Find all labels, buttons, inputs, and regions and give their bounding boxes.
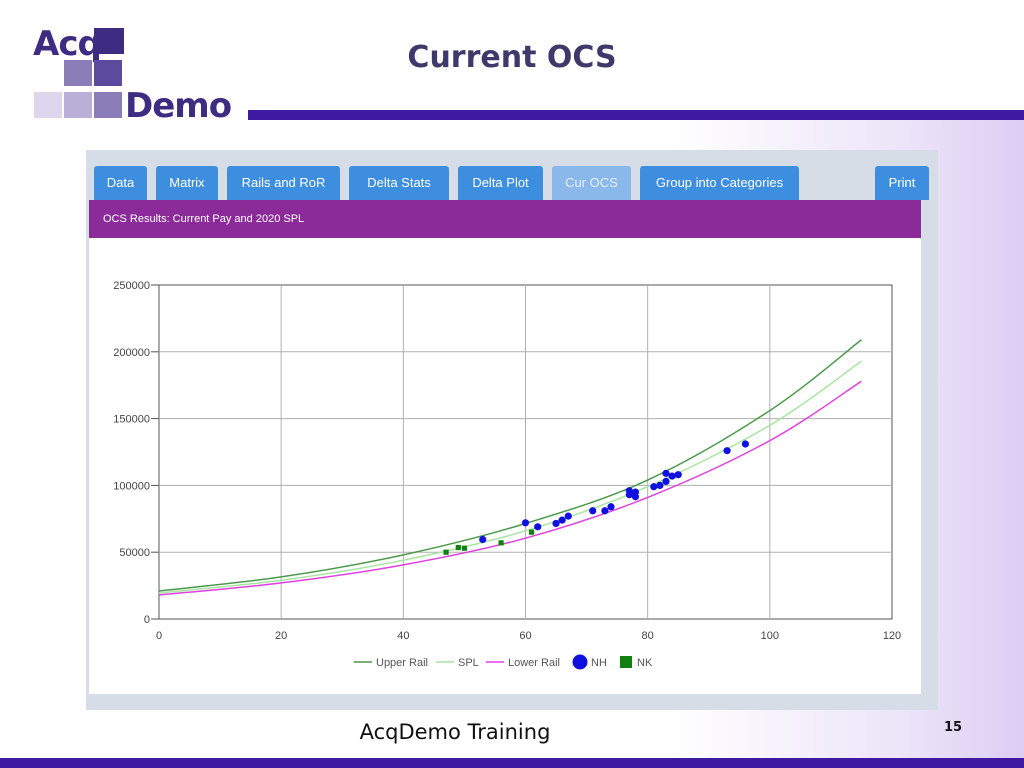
logo-square [94, 92, 122, 118]
tab-group-into-categories[interactable]: Group into Categories [640, 166, 799, 200]
nh-point [662, 477, 670, 485]
logo-square [34, 92, 62, 118]
slide-title: Current OCS [407, 40, 617, 75]
nh-point [625, 487, 633, 495]
tab-cur-ocs[interactable]: Cur OCS [552, 166, 631, 200]
nh-point [674, 471, 682, 479]
tab-rails-and-ror[interactable]: Rails and RoR [227, 166, 340, 200]
ocs-chart: 0 20 40 60 80 100 120 0 50000 100000 150000 200000 2… [113, 280, 901, 670]
footer-bar [0, 758, 1024, 768]
legend-label-spl: SPL [458, 657, 479, 669]
y-tick-label: 50000 [119, 547, 150, 559]
x-tick-label: 120 [883, 630, 901, 642]
logo-square [94, 60, 122, 86]
nh-point [668, 472, 676, 480]
nh-point [607, 503, 615, 511]
logo-square [64, 60, 92, 86]
nh-point [521, 519, 530, 527]
nh-point [662, 469, 670, 477]
x-tick-label: 40 [397, 630, 409, 642]
logo-square [94, 28, 124, 54]
legend-label-lower-rail: Lower Rail [508, 657, 560, 669]
y-tick-label: 150000 [113, 414, 150, 426]
page-number: 15 [943, 720, 963, 735]
footer-text: AcqDemo Training [359, 720, 551, 744]
tab-data[interactable]: Data [94, 166, 147, 200]
y-tick-label: 250000 [113, 280, 150, 292]
y-tick-label: 0 [144, 614, 150, 626]
legend-label-nh: NH [591, 657, 607, 669]
title-underline-bar [248, 110, 1024, 120]
plot-area: 0 20 40 60 80 100 120 0 50000 100000 150000 200000 2… [89, 238, 921, 694]
nh-point [656, 481, 664, 489]
nh-point [601, 507, 609, 515]
tab-matrix[interactable]: Matrix [156, 166, 218, 200]
x-tick-label: 60 [519, 630, 531, 642]
x-tick-label: 20 [275, 630, 287, 642]
y-tick-label: 200000 [113, 347, 150, 359]
series-line-lower-rail [158, 380, 862, 596]
legend-swatch-nh [572, 654, 588, 670]
tab-delta-stats[interactable]: Delta Stats [349, 166, 449, 200]
nh-point [558, 516, 566, 524]
nh-point [723, 447, 731, 455]
y-tick-label: 100000 [113, 480, 150, 492]
nh-point [552, 519, 560, 528]
nk-point [498, 540, 504, 546]
nh-point [650, 483, 658, 491]
nk-point [443, 549, 449, 555]
nk-point [455, 544, 461, 551]
logo-square [64, 92, 92, 118]
legend-label-nk: NK [637, 657, 653, 669]
legend-swatch-nk [620, 656, 632, 668]
logo-text-demo: Demo [125, 86, 232, 126]
x-tick-label: 80 [642, 630, 654, 642]
logo-text-acq: Acq [33, 24, 102, 64]
nh-point [479, 535, 487, 544]
results-banner: OCS Results: Current Pay and 2020 SPL [89, 200, 921, 238]
nk-point [461, 545, 468, 551]
tab-delta-plot[interactable]: Delta Plot [458, 166, 543, 200]
nh-point [564, 512, 572, 520]
legend-label-upper-rail: Upper Rail [376, 657, 428, 669]
nh-point [534, 523, 542, 531]
app-screenshot-panel: Data Matrix Rails and RoR Delta Stats De… [86, 150, 938, 710]
series-line-spl [158, 360, 862, 594]
nh-point [741, 440, 750, 448]
print-button[interactable]: Print [875, 166, 929, 200]
nk-point [529, 529, 535, 535]
series-line-upper-rail [158, 339, 862, 592]
x-tick-label: 0 [156, 630, 162, 642]
nh-point [589, 507, 597, 515]
acqdemo-logo: Acq Demo [30, 24, 232, 126]
nh-point [631, 488, 640, 496]
x-tick-label: 100 [761, 630, 779, 642]
